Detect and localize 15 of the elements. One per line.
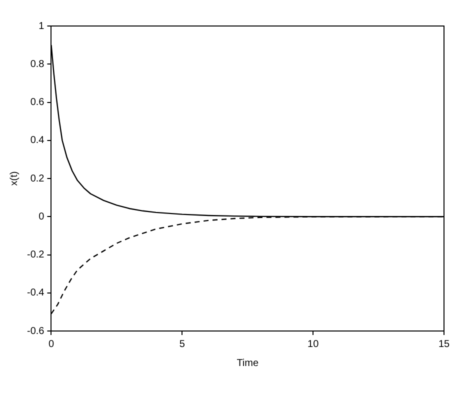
x-tick-label: 0	[48, 338, 54, 350]
y-tick-label: -0.6	[26, 326, 45, 337]
y-tick-label: 0.6	[30, 97, 45, 108]
y-tick-label: 0	[38, 211, 45, 222]
y-tick-label: 0.2	[30, 173, 45, 184]
x-axis-title: Time	[236, 358, 259, 369]
y-tick-label: -0.2	[26, 250, 45, 260]
y-tick-label: 1	[38, 20, 45, 32]
y-tick-label: 0.8	[30, 58, 45, 70]
y-tick-label: 0.4	[30, 135, 45, 146]
y-axis-title: x(t)	[8, 171, 20, 186]
x-tick-label: 10	[308, 338, 320, 350]
y-tick-label: -0.4	[26, 288, 45, 299]
x-tick-label: 15	[438, 338, 450, 350]
x-tick-label: 5	[179, 338, 186, 350]
